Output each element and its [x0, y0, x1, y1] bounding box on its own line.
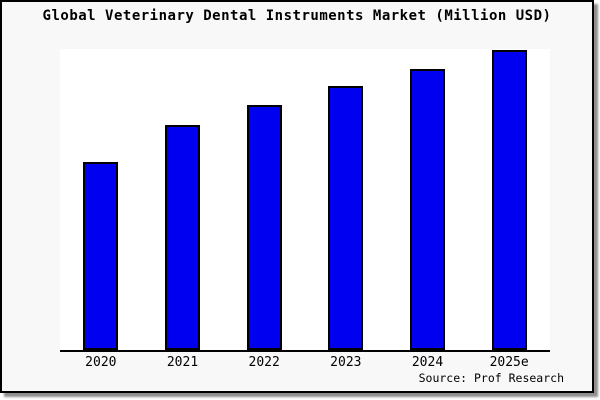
bar-2025e [491, 50, 527, 350]
bar-2020 [83, 162, 119, 350]
x-tick-label-2020: 2020 [85, 355, 117, 370]
x-tick-label-2024: 2024 [411, 355, 444, 370]
bar-2021 [165, 125, 200, 350]
x-tick-label-2023: 2023 [330, 355, 362, 370]
bar-2023 [328, 86, 364, 350]
bar-2024 [410, 69, 445, 350]
chart-title: Global Veterinary Dental Instruments Mar… [42, 8, 552, 24]
chart-frame: Global Veterinary Dental Instruments Mar… [0, 0, 594, 393]
plot-area: 2020 2021 2022 2023 2024 2025e [60, 49, 550, 370]
source-note: Source: Prof Research [418, 371, 564, 385]
x-tick-label-2025e: 2025e [489, 355, 529, 370]
x-tick-label-2022: 2022 [248, 355, 280, 370]
x-tick-label-2021: 2021 [166, 355, 199, 370]
bar-2022 [246, 105, 282, 350]
